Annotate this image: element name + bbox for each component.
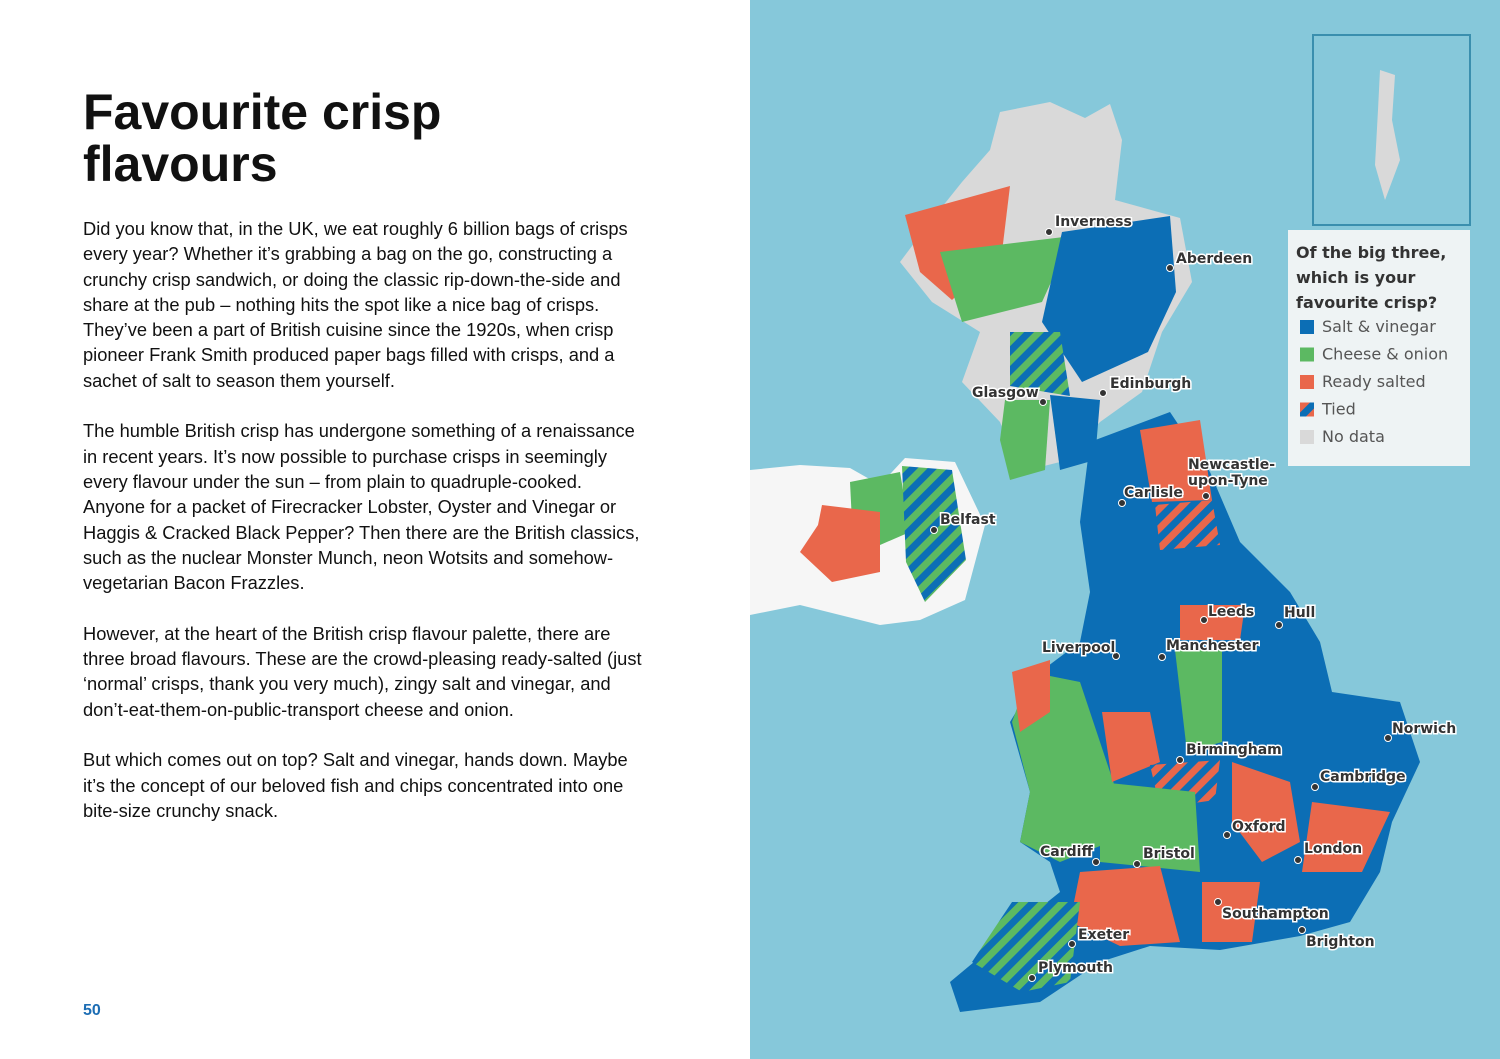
city-label: Hull [1284,605,1315,621]
city-dot [1099,389,1107,397]
legend-item: Cheese & onion [1322,345,1448,364]
region [1202,882,1260,942]
city-dot [1039,398,1047,406]
city-dot [1384,734,1392,742]
region [1012,660,1050,732]
paragraph: Did you know that, in the UK, we eat rou… [83,218,628,391]
legend-item: No data [1322,427,1385,446]
legend-item: Ready salted [1322,372,1426,391]
city-dot [1158,653,1166,661]
city-dot [1223,831,1231,839]
city-label: Newcastle- [1188,457,1275,473]
city-dot [1133,860,1141,868]
city-dot [1294,856,1302,864]
region [1100,782,1200,872]
city-label: Cambridge [1320,769,1406,785]
legend-swatch [1300,402,1314,417]
city-label: upon-Tyne [1188,473,1268,489]
legend-item: Salt & vinegar [1322,317,1436,336]
city-label: Southampton [1222,906,1329,922]
city-dot [1045,228,1053,236]
city-label: Exeter [1078,927,1129,943]
legend-box [1288,230,1470,466]
city-dot [1298,926,1306,934]
city-label: Plymouth [1038,960,1113,976]
city-label: Edinburgh [1110,376,1191,392]
region [1012,672,1120,862]
region [940,236,1072,322]
city-label: London [1304,841,1362,857]
legend-title: Of the big three, [1296,243,1446,262]
body-text: Did you know that, in the UK, we eat rou… [83,216,643,848]
page-number: 50 [83,1002,101,1019]
city-label: Aberdeen [1176,251,1252,267]
region [1050,395,1100,470]
city-label: Glasgow [972,385,1039,401]
title: Favourite crisp flavours [83,84,442,192]
legend-swatch [1300,430,1314,444]
paragraph: The humble British crisp has undergone s… [83,420,640,594]
paragraph: But which comes out on top? Salt and vin… [83,749,628,821]
region [800,505,880,582]
shetland [1375,70,1400,200]
legend: Of the big three, which is your favourite … [1296,243,1448,446]
paragraph: However, at the heart of the British cri… [83,622,642,720]
region [1042,216,1176,382]
text-page: Favourite crisp flavours Did you know th… [83,84,643,1019]
city-labels: Inverness Aberdeen Glasgow Edinburgh Newcast… [930,213,1458,982]
city-label: Belfast [940,512,996,528]
legend-swatch [1300,320,1314,334]
region [1180,605,1245,640]
city-label: Brighton [1306,934,1375,950]
region [1155,500,1220,550]
region [1070,866,1180,946]
city-label: Oxford [1232,819,1286,835]
city-dot [1166,264,1174,272]
city-dot [930,526,938,534]
legend-swatch [1300,375,1314,389]
legend-title: favourite crisp? [1296,293,1437,312]
city-label: Carlisle [1124,485,1183,501]
city-dot [1200,616,1208,624]
city-label: Norwich [1392,721,1456,737]
city-dot [1092,858,1100,866]
city-dot [1311,783,1319,791]
legend-title: which is your [1296,268,1415,287]
region [1232,762,1300,862]
city-dot [1118,499,1126,507]
city-dot [1275,621,1283,629]
region [1102,712,1160,782]
city-label: Birmingham [1186,742,1282,758]
legend-item: Tied [1321,400,1356,419]
city-dot [1214,898,1222,906]
city-label: Bristol [1143,846,1195,862]
city-label: Leeds [1208,604,1254,620]
city-dot [1112,652,1120,660]
city-dot [1028,974,1036,982]
legend-swatch [1300,347,1314,362]
region [1010,332,1070,396]
city-dot [1068,940,1076,948]
map: Of the big three, which is your favourite … [750,0,1500,1059]
region [905,186,1010,300]
city-dot [1176,756,1184,764]
inset-frame [1312,34,1471,226]
city-dot [1202,492,1210,500]
region [1302,802,1390,872]
city-label: Manchester [1166,638,1259,654]
region [972,902,1080,992]
region [1175,650,1222,752]
region [1000,400,1050,480]
city-label: Liverpool [1042,640,1115,656]
city-label: Inverness [1055,214,1132,230]
region [1140,420,1212,502]
city-label: Cardiff [1040,844,1093,860]
